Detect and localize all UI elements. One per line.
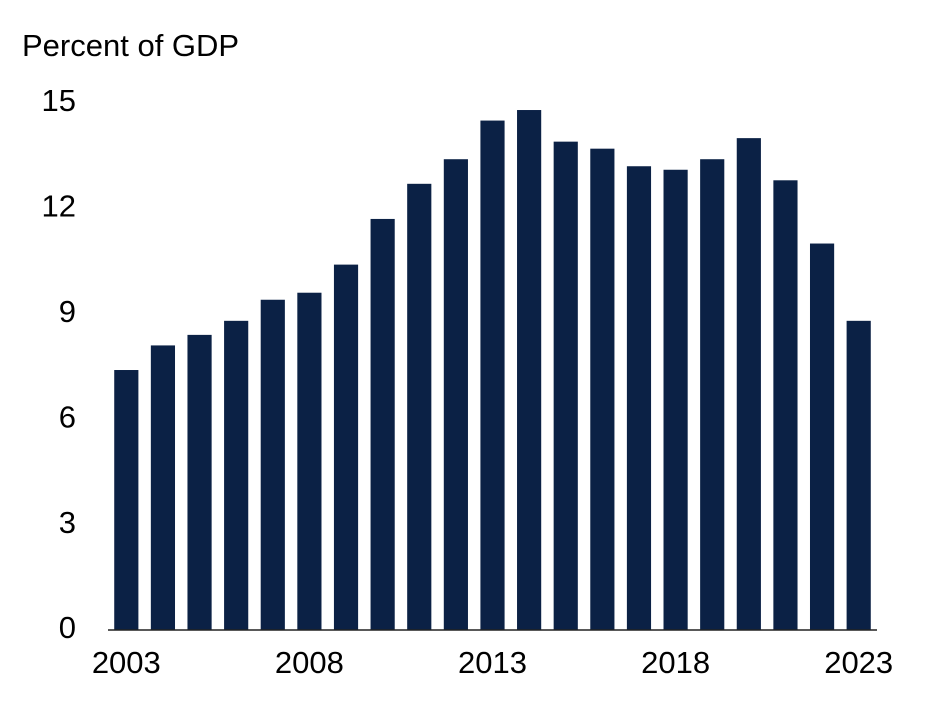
y-tick-label: 9 bbox=[59, 294, 76, 329]
bar bbox=[370, 218, 395, 630]
bar bbox=[224, 320, 249, 630]
bar bbox=[150, 345, 176, 630]
y-axis-title: Percent of GDP bbox=[22, 28, 239, 63]
bar bbox=[333, 264, 359, 630]
bar bbox=[809, 243, 835, 631]
bar bbox=[626, 166, 652, 631]
bar bbox=[700, 159, 725, 631]
x-tick-label: 2008 bbox=[275, 645, 344, 680]
bar bbox=[114, 370, 139, 630]
x-tick-label: 2023 bbox=[824, 645, 893, 680]
bar bbox=[773, 180, 798, 630]
bar bbox=[443, 159, 468, 631]
y-tick-label: 6 bbox=[59, 399, 76, 434]
bar bbox=[407, 183, 432, 630]
y-tick-label: 15 bbox=[42, 83, 76, 118]
x-tick-label: 2018 bbox=[641, 645, 710, 680]
y-tick-label: 3 bbox=[59, 505, 76, 540]
bar bbox=[187, 334, 212, 630]
bar bbox=[297, 292, 322, 630]
bar bbox=[590, 148, 615, 630]
bar bbox=[553, 141, 578, 630]
x-tick-label: 2003 bbox=[92, 645, 161, 680]
bar bbox=[260, 299, 285, 630]
bar bbox=[517, 110, 542, 630]
y-tick-label: 12 bbox=[42, 189, 76, 224]
bar bbox=[663, 169, 688, 630]
x-tick-label: 2013 bbox=[458, 645, 527, 680]
bar bbox=[846, 320, 871, 630]
y-tick-label: 0 bbox=[59, 610, 76, 645]
bar bbox=[736, 138, 761, 630]
bar bbox=[480, 120, 505, 631]
